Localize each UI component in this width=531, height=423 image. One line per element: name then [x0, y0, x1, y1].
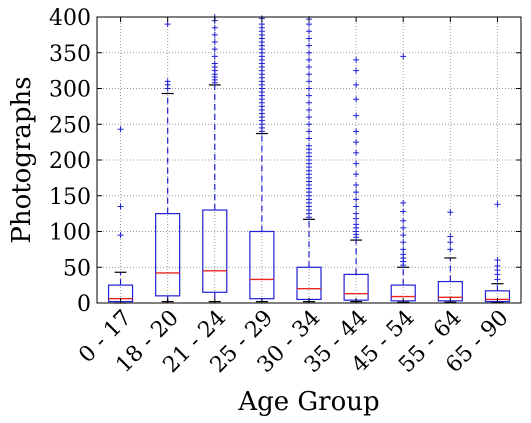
outlier-point [306, 106, 312, 113]
outlier-point [353, 139, 360, 146]
box-group-3 [249, 15, 275, 303]
outlier-point [400, 217, 407, 224]
outlier-point [353, 81, 360, 88]
outlier-point [400, 53, 407, 60]
outlier-point [400, 246, 407, 253]
outlier-point [211, 46, 218, 53]
outlier-point [400, 232, 407, 239]
outlier-point [353, 196, 360, 203]
outlier-point [306, 21, 312, 28]
x-axis-label: Age Group [237, 387, 379, 417]
outlier-point [353, 203, 360, 210]
outlier-point [494, 201, 501, 208]
marks-layer [107, 14, 511, 304]
box-iqr [202, 209, 228, 293]
y-ticks: 0 50 100 150 200 250 300 350 400 [49, 6, 521, 317]
outlier-point [211, 60, 218, 67]
outlier-point [164, 21, 171, 28]
outlier-point [211, 39, 218, 46]
outlier-point [494, 276, 501, 283]
box-iqr [155, 213, 181, 297]
outlier-point [353, 171, 360, 178]
y-axis-label: Photographs [7, 76, 37, 243]
box-group-4 [296, 16, 322, 303]
outlier-point [306, 71, 312, 78]
y-tick-label: 150 [49, 185, 91, 210]
y-tick-label: 100 [49, 221, 91, 246]
outlier-point [353, 160, 360, 167]
outlier-point [494, 262, 501, 269]
outlier-point [353, 112, 360, 119]
outlier-point [306, 128, 312, 135]
y-tick-label: 0 [77, 292, 91, 317]
outlier-point [306, 99, 312, 106]
outlier-point [353, 56, 360, 63]
outlier-point [353, 182, 360, 189]
outlier-point [400, 239, 407, 246]
outlier-point [353, 221, 360, 228]
outlier-point [117, 126, 124, 133]
outlier-point [211, 53, 218, 60]
outlier-point [400, 199, 407, 206]
outlier-point [353, 96, 360, 103]
outlier-point [353, 189, 360, 196]
outlier-point [306, 114, 312, 121]
outlier-point [400, 251, 407, 258]
box-group-6 [390, 53, 416, 303]
box-group-8 [484, 201, 511, 303]
outlier-point [353, 210, 360, 217]
outlier-point [306, 92, 312, 99]
outlier-point [306, 78, 312, 85]
outlier-point [306, 56, 312, 63]
box-group-1 [155, 21, 181, 303]
outlier-point [447, 246, 454, 253]
y-tick-label: 50 [63, 256, 91, 281]
y-tick-label: 300 [49, 78, 91, 103]
box-group-7 [437, 209, 463, 303]
outlier-point [400, 208, 407, 215]
outlier-point [447, 209, 454, 216]
y-tick-label: 250 [49, 113, 91, 138]
outlier-point [117, 203, 124, 210]
outlier-point [306, 121, 312, 128]
outlier-point [447, 233, 454, 240]
outlier-point [306, 64, 312, 71]
outlier-point [117, 232, 124, 239]
outlier-point [306, 35, 312, 42]
outlier-point [447, 239, 454, 246]
outlier-point [353, 67, 360, 74]
outlier-point [494, 257, 501, 264]
y-tick-label: 400 [49, 6, 91, 31]
y-tick-label: 200 [49, 149, 91, 174]
box-group-2 [202, 14, 228, 303]
outlier-point [258, 21, 265, 28]
box-iqr [249, 230, 275, 300]
outlier-point [306, 142, 312, 149]
outlier-point [353, 215, 360, 222]
outlier-point [211, 31, 218, 38]
outlier-point [353, 128, 360, 135]
outlier-point [306, 49, 312, 56]
outlier-point [353, 149, 360, 156]
outlier-point [400, 224, 407, 231]
outlier-point [164, 78, 171, 85]
outlier-point [306, 28, 312, 35]
outlier-point [211, 24, 218, 31]
outlier-point [306, 42, 312, 49]
outlier-point [306, 85, 312, 92]
outlier-point [306, 135, 312, 142]
y-tick-label: 350 [49, 42, 91, 67]
